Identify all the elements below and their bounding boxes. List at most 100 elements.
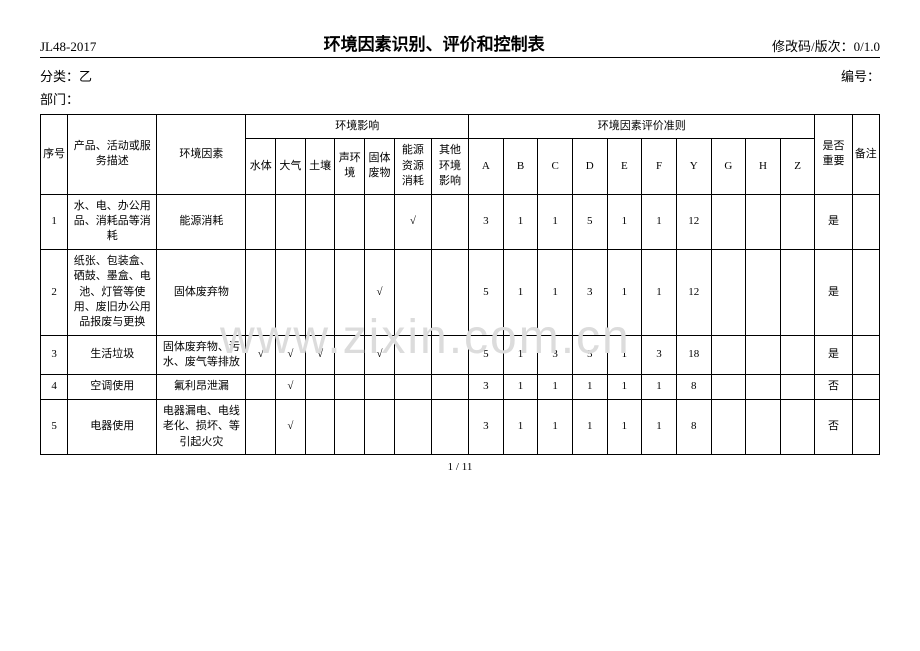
th-impact: 土壤 xyxy=(305,139,335,194)
cell: 固体废弃物、污水、废气等排放 xyxy=(157,335,246,375)
cell xyxy=(335,335,365,375)
page: www.zixin.com.cn JL48-2017 环境因素识别、评价和控制表… xyxy=(40,30,880,473)
cell xyxy=(394,249,431,335)
cell xyxy=(711,335,746,375)
cell xyxy=(335,399,365,454)
th-impact: 固体废物 xyxy=(365,139,395,194)
cell xyxy=(394,335,431,375)
th-criteria: G xyxy=(711,139,746,194)
cell xyxy=(305,375,335,399)
table-head: 序号 产品、活动或服务描述 环境因素 环境影响 环境因素评价准则 是否重要 备注… xyxy=(41,115,880,195)
cell: 是 xyxy=(815,194,852,249)
cell: 3 xyxy=(469,399,504,454)
cell xyxy=(246,249,276,335)
th-criteria: H xyxy=(746,139,781,194)
cell: 空调使用 xyxy=(68,375,157,399)
th-impact: 大气 xyxy=(276,139,306,194)
cell: 8 xyxy=(676,375,711,399)
cell xyxy=(780,375,815,399)
cell xyxy=(746,194,781,249)
category-value: 乙 xyxy=(79,69,92,84)
cell: 1 xyxy=(607,399,642,454)
th-impact-group: 环境影响 xyxy=(246,115,469,139)
cell xyxy=(746,375,781,399)
th-important: 是否重要 xyxy=(815,115,852,195)
cell xyxy=(305,399,335,454)
cell: 1 xyxy=(642,249,677,335)
cell xyxy=(431,375,468,399)
cell xyxy=(365,375,395,399)
cell: 1 xyxy=(607,194,642,249)
cell: 2 xyxy=(41,249,68,335)
cell xyxy=(335,194,365,249)
cell xyxy=(746,399,781,454)
th-seq: 序号 xyxy=(41,115,68,195)
cell xyxy=(852,249,879,335)
cell xyxy=(431,335,468,375)
cell: √ xyxy=(365,335,395,375)
cell: 1 xyxy=(538,399,573,454)
cell xyxy=(746,335,781,375)
cell: 生活垃圾 xyxy=(68,335,157,375)
cell: 否 xyxy=(815,399,852,454)
cell: 1 xyxy=(538,375,573,399)
cell: √ xyxy=(365,249,395,335)
table-row: 2纸张、包装盒、硒鼓、墨盒、电池、灯管等使用、废旧办公用品报废与更换固体废弃物√… xyxy=(41,249,880,335)
cell: 5 xyxy=(572,194,607,249)
th-criteria: C xyxy=(538,139,573,194)
cell: 1 xyxy=(572,399,607,454)
cell xyxy=(335,375,365,399)
cell: √ xyxy=(276,335,306,375)
number-label: 编号： xyxy=(841,69,880,84)
table-row: 4空调使用氟利昂泄漏√3111118否 xyxy=(41,375,880,399)
cell: √ xyxy=(276,375,306,399)
cell: 1 xyxy=(503,399,538,454)
cell: 3 xyxy=(41,335,68,375)
th-note: 备注 xyxy=(852,115,879,195)
cell: 是 xyxy=(815,335,852,375)
th-criteria: Z xyxy=(780,139,815,194)
cell: 1 xyxy=(41,194,68,249)
cell: 1 xyxy=(503,375,538,399)
cell xyxy=(852,335,879,375)
cell: √ xyxy=(246,335,276,375)
cell: 1 xyxy=(642,399,677,454)
th-impact: 其他环境影响 xyxy=(431,139,468,194)
th-criteria: D xyxy=(572,139,607,194)
cell: 8 xyxy=(676,399,711,454)
table-row: 1水、电、办公用品、消耗品等消耗能源消耗√31151112是 xyxy=(41,194,880,249)
main-table: 序号 产品、活动或服务描述 环境因素 环境影响 环境因素评价准则 是否重要 备注… xyxy=(40,114,880,455)
cell xyxy=(431,194,468,249)
cell xyxy=(780,399,815,454)
cell: 否 xyxy=(815,375,852,399)
cell: 3 xyxy=(642,335,677,375)
cell: 5 xyxy=(41,399,68,454)
cell xyxy=(365,399,395,454)
page-number: 1 / 11 xyxy=(40,461,880,473)
cell xyxy=(365,194,395,249)
cell xyxy=(431,399,468,454)
cell xyxy=(394,399,431,454)
header-bar: JL48-2017 环境因素识别、评价和控制表 修改码/版次：0/1.0 xyxy=(40,30,880,58)
cell: 1 xyxy=(642,194,677,249)
cell: 电器漏电、电线老化、损坏、等引起火灾 xyxy=(157,399,246,454)
cell: 1 xyxy=(642,375,677,399)
cell: 3 xyxy=(469,194,504,249)
table-body: 1水、电、办公用品、消耗品等消耗能源消耗√31151112是2纸张、包装盒、硒鼓… xyxy=(41,194,880,454)
meta-row: 分类：乙 编号： xyxy=(40,66,880,85)
cell: 4 xyxy=(41,375,68,399)
cell xyxy=(246,194,276,249)
cell: 1 xyxy=(607,335,642,375)
cell: 12 xyxy=(676,194,711,249)
cell xyxy=(852,375,879,399)
th-impact: 能源资源消耗 xyxy=(394,139,431,194)
cell: √ xyxy=(394,194,431,249)
dept-row: 部门： xyxy=(40,89,880,108)
cell: 5 xyxy=(469,249,504,335)
cell xyxy=(711,249,746,335)
cell xyxy=(335,249,365,335)
cell xyxy=(246,375,276,399)
th-factor: 环境因素 xyxy=(157,115,246,195)
table-row: 5电器使用电器漏电、电线老化、损坏、等引起火灾√3111118否 xyxy=(41,399,880,454)
cell: 纸张、包装盒、硒鼓、墨盒、电池、灯管等使用、废旧办公用品报废与更换 xyxy=(68,249,157,335)
